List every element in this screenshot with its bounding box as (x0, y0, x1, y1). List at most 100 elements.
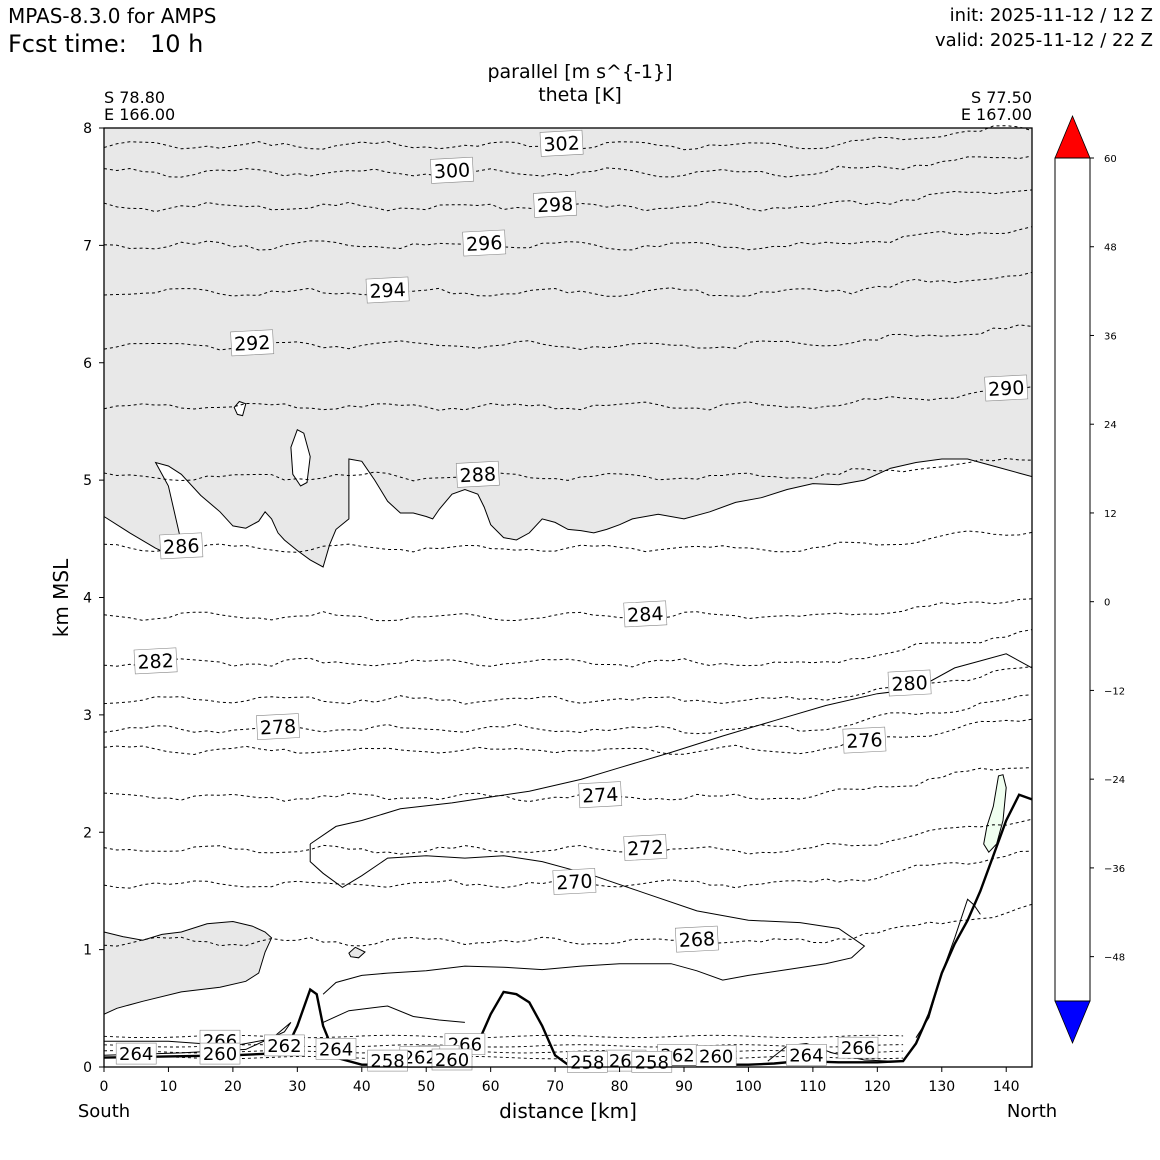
surface-label-text: 266 (841, 1038, 875, 1059)
theta-label-272: 272 (623, 834, 668, 861)
theta-contour-298 (103, 189, 1033, 213)
surface-label-box (264, 1034, 305, 1057)
y-tick-label: 5 (83, 473, 92, 489)
theta-label-box (887, 669, 932, 697)
theta-contour-290 (103, 386, 1033, 411)
y-tick-label: 7 (83, 238, 92, 254)
x-tick-label: 40 (353, 1079, 371, 1095)
colorbar-tick-label: −36 (1104, 864, 1125, 875)
theta-label-text: 286 (163, 535, 200, 559)
theta-label-text: 290 (988, 377, 1025, 401)
theta-label-box (430, 156, 474, 184)
y-tick-label: 6 (83, 356, 92, 372)
colorbar-tick-label: −48 (1104, 953, 1125, 964)
theta-contour-300 (103, 155, 1033, 178)
left-end-latitude: S 78.80 (104, 88, 165, 107)
x-tick-label: 140 (993, 1079, 1020, 1095)
surface-label-box (367, 1049, 408, 1072)
surface-label-text: 262 (403, 1048, 437, 1069)
theta-label-text: 298 (536, 193, 573, 217)
theta-label-text: 282 (137, 650, 174, 674)
colorbar-tick-label: 60 (1104, 154, 1117, 165)
theta-label-text: 276 (846, 729, 883, 753)
theta-label-text: 270 (556, 871, 593, 895)
colorbar-tick-label: 36 (1104, 331, 1117, 342)
surface-label-text: 260 (203, 1044, 237, 1065)
y-tick-label: 0 (83, 1060, 92, 1076)
chart-title-theta: theta [K] (538, 84, 622, 106)
surface-label-258: 258 (367, 1049, 408, 1072)
surface-label-box (837, 1036, 879, 1059)
surface-label-text: 258 (635, 1052, 669, 1073)
theta-label-box (365, 276, 410, 304)
y-tick-label: 1 (83, 943, 92, 959)
colorbar-tick-label: 12 (1104, 509, 1117, 520)
valid-time: valid: 2025-11-12 / 22 Z (935, 30, 1153, 51)
surface-label-264: 264 (115, 1042, 157, 1065)
x-tick-label: 50 (417, 1079, 435, 1095)
north-direction-label: North (1007, 1101, 1057, 1122)
theta-label-box (552, 868, 597, 895)
surface-label-text: 264 (119, 1044, 153, 1065)
right-end-latitude: S 77.50 (971, 88, 1032, 107)
terrain-surface-line (103, 793, 1033, 1066)
theta-label-box (533, 190, 578, 218)
surface-label-box (199, 1042, 241, 1065)
y-tick-label: 8 (83, 121, 92, 137)
chart-title-parallel: parallel [m s^{-1}] (487, 61, 672, 83)
x-tick-label: 70 (546, 1079, 564, 1095)
colorbar: 60 48 36 24 12 0 −12 −24 −36 −48 (1054, 114, 1125, 1045)
theta-label-text: 274 (582, 784, 619, 808)
colorbar-tick-label: 0 (1104, 598, 1110, 609)
theta-label-box (133, 647, 178, 675)
theta-label-292: 292 (230, 329, 275, 357)
theta-label-286: 286 (159, 532, 204, 560)
surface-label-box (115, 1042, 157, 1065)
theta-label-280: 280 (887, 669, 932, 697)
y-tick-label: 2 (83, 825, 92, 841)
surface-label-258: 258 (631, 1051, 673, 1073)
theta-label-text: 278 (259, 716, 296, 740)
theta-label-box (842, 726, 887, 754)
theta-contour-296 (103, 226, 1033, 251)
surface-label-260: 260 (695, 1045, 737, 1067)
forecast-time-value: 10 h (150, 30, 204, 58)
y-axis-label: km MSL (49, 558, 73, 637)
theta-label-284: 284 (623, 600, 668, 628)
model-title: MPAS-8.3.0 for AMPS (8, 4, 217, 28)
surface-label-box (315, 1038, 357, 1060)
x-tick-label: 130 (928, 1079, 955, 1095)
shade-blob-small (348, 946, 366, 959)
surface-label-box (431, 1048, 473, 1071)
forecast-time-label: Fcst time: (8, 30, 127, 58)
theta-label-274: 274 (578, 781, 623, 809)
shade-negative-blob (983, 774, 1007, 854)
x-tick-label: 80 (611, 1079, 629, 1095)
theta-contour-268 (103, 903, 1033, 947)
terrain-layer (103, 793, 1033, 1066)
theta-label-text: 272 (627, 837, 664, 861)
y-tick-label: 3 (83, 708, 92, 724)
surface-contour-labels: 2662662662642642642642622622622602602602… (115, 1029, 879, 1073)
left-end-longitude: E 166.00 (104, 105, 175, 124)
surface-label-text: 264 (319, 1039, 353, 1060)
surface-label-text: 260 (435, 1050, 469, 1071)
theta-label-box (455, 460, 500, 488)
theta-label-296: 296 (462, 229, 507, 257)
x-tick-label: 20 (224, 1079, 242, 1095)
surface-label-text: 262 (267, 1036, 301, 1057)
theta-label-box (230, 329, 275, 357)
south-direction-label: South (78, 1101, 130, 1122)
theta-label-278: 278 (256, 713, 300, 740)
shade-hole-oval (290, 428, 311, 487)
theta-label-290: 290 (984, 374, 1029, 402)
surface-label-box (786, 1044, 827, 1066)
theta-label-box (539, 129, 584, 157)
surface-label-text: 258 (570, 1052, 604, 1073)
x-tick-label: 110 (800, 1079, 827, 1095)
x-tick-label: 90 (675, 1079, 693, 1095)
theta-label-300: 300 (430, 156, 474, 184)
theta-label-box (578, 781, 623, 809)
surface-label-264: 264 (315, 1038, 357, 1060)
